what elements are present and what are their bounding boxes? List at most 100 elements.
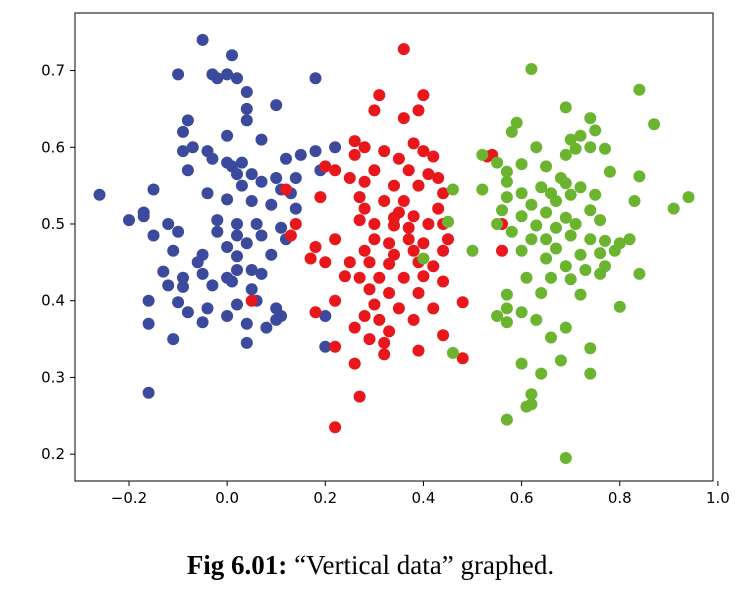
scatter-point-s2-88 bbox=[554, 354, 567, 367]
scatter-point-s0-50 bbox=[250, 218, 263, 230]
scatter-point-s2-50 bbox=[505, 225, 518, 238]
scatter-point-s1-52 bbox=[358, 244, 371, 257]
scatter-point-s0-59 bbox=[240, 237, 253, 250]
scatter-point-s2-80 bbox=[491, 310, 504, 322]
scatter-point-s2-81 bbox=[530, 313, 543, 326]
scatter-point-s2-18 bbox=[540, 160, 553, 173]
scatter-point-s1-19 bbox=[422, 168, 435, 181]
scatter-point-s1-56 bbox=[496, 244, 508, 257]
scatter-point-s2-67 bbox=[579, 264, 592, 276]
scatter-point-s0-66 bbox=[196, 267, 209, 280]
scatter-point-s1-64 bbox=[338, 270, 351, 283]
scatter-point-s0-79 bbox=[231, 298, 243, 311]
scatter-point-s0-91 bbox=[142, 386, 155, 399]
scatter-point-s1-93 bbox=[329, 421, 342, 434]
x-tick-label: 1.0 bbox=[706, 489, 730, 507]
scatter-point-s1-60 bbox=[363, 256, 376, 269]
scatter-point-s1-8 bbox=[378, 145, 391, 158]
scatter-point-s2-89 bbox=[535, 367, 548, 380]
scatter-point-s1-72 bbox=[412, 287, 425, 299]
scatter-point-s0-63 bbox=[265, 248, 278, 261]
scatter-point-s2-62 bbox=[594, 247, 607, 260]
scatter-point-s1-81 bbox=[407, 313, 420, 326]
scatter-point-s0-76 bbox=[142, 294, 155, 307]
x-axis-ticks: −0.2 0.0 0.2 0.4 0.6 0.8 1.0 bbox=[111, 481, 730, 507]
scatter-point-s2-25 bbox=[500, 175, 513, 188]
scatter-point-s1-57 bbox=[304, 252, 317, 265]
x-tick-label: 0.2 bbox=[313, 489, 337, 507]
scatter-point-s2-61 bbox=[574, 248, 587, 261]
scatter-point-s1-20 bbox=[432, 172, 445, 184]
scatter-point-s0-15 bbox=[255, 133, 268, 146]
scatter-point-s0-85 bbox=[240, 317, 253, 330]
scatter-point-s1-3 bbox=[368, 104, 381, 117]
scatter-point-s2-90 bbox=[584, 367, 597, 380]
scatter-point-s1-10 bbox=[417, 145, 430, 158]
scatter-point-s2-19 bbox=[500, 165, 513, 178]
scatter-point-s2-40 bbox=[540, 206, 553, 219]
scatter-point-s2-48 bbox=[569, 218, 582, 230]
caption-label: Fig 6.01: bbox=[186, 550, 288, 580]
scatter-point-s0-16 bbox=[186, 141, 199, 154]
scatter-point-s2-79 bbox=[515, 306, 528, 319]
scatter-point-s1-12 bbox=[392, 152, 405, 165]
scatter-point-s1-79 bbox=[358, 310, 371, 322]
scatter-point-s1-59 bbox=[343, 256, 356, 269]
scatter-point-s2-36 bbox=[589, 188, 602, 201]
y-tick-label: 0.3 bbox=[41, 368, 65, 386]
scatter-point-s2-3 bbox=[584, 112, 597, 125]
scatter-point-s2-32 bbox=[500, 191, 513, 204]
scatter-point-s0-47 bbox=[162, 218, 175, 230]
scatter-point-s0-73 bbox=[206, 279, 219, 292]
scatter-point-s2-70 bbox=[545, 271, 557, 284]
scatter-point-s2-9 bbox=[505, 125, 518, 138]
scatter-point-s0-36 bbox=[255, 175, 268, 188]
scatter-point-s2-54 bbox=[584, 233, 597, 246]
scatter-point-s1-54 bbox=[407, 244, 420, 257]
scatter-point-s2-27 bbox=[535, 181, 548, 194]
scatter-point-s1-53 bbox=[388, 248, 400, 261]
x-tick-label: 0.8 bbox=[608, 489, 632, 507]
scatter-point-s2-7 bbox=[589, 124, 602, 137]
scatter-point-s0-30 bbox=[270, 172, 283, 184]
scatter-point-s1-95 bbox=[388, 211, 400, 224]
scatter-point-s0-86 bbox=[260, 321, 273, 334]
scatter-point-s2-16 bbox=[569, 142, 582, 155]
scatter-point-s0-69 bbox=[245, 264, 258, 276]
scatter-point-s2-34 bbox=[550, 195, 562, 207]
scatter-point-s0-9 bbox=[240, 102, 253, 115]
scatter-point-s2-52 bbox=[540, 233, 553, 246]
scatter-point-s2-82 bbox=[559, 321, 572, 334]
scatter-point-s1-80 bbox=[373, 313, 386, 326]
scatter-point-s2-63 bbox=[608, 244, 621, 257]
scatter-point-s2-37 bbox=[628, 195, 641, 207]
scatter-point-s0-12 bbox=[240, 114, 253, 127]
scatter-point-s0-13 bbox=[177, 125, 189, 138]
scatter-point-s0-19 bbox=[206, 152, 219, 165]
scatter-point-s2-76 bbox=[574, 288, 587, 301]
scatter-point-s2-24 bbox=[476, 183, 489, 196]
scatter-point-s2-91 bbox=[525, 388, 538, 401]
scatter-point-s2-4 bbox=[648, 118, 661, 131]
scatter-point-s0-60 bbox=[167, 244, 180, 257]
scatter-point-s1-94 bbox=[245, 294, 258, 307]
scatter-point-s0-95 bbox=[191, 256, 204, 269]
scatter-point-s1-45 bbox=[329, 233, 342, 246]
scatter-point-s0-78 bbox=[201, 302, 214, 315]
scatter-point-s1-44 bbox=[284, 229, 297, 242]
scatter-point-s0-25 bbox=[329, 141, 342, 154]
scatter-point-s1-31 bbox=[437, 187, 450, 200]
scatter-point-s1-26 bbox=[280, 183, 292, 196]
scatter-point-s1-28 bbox=[353, 191, 366, 204]
scatter-point-s0-6 bbox=[226, 49, 238, 62]
scatter-point-s0-55 bbox=[231, 229, 243, 242]
scatter-point-s2-6 bbox=[574, 129, 587, 142]
scatter-point-s0-58 bbox=[221, 241, 234, 253]
scatter-point-s2-53 bbox=[564, 229, 577, 242]
scatter-point-s1-40 bbox=[402, 221, 415, 234]
scatter-point-s2-51 bbox=[525, 233, 538, 246]
scatter-point-s1-74 bbox=[368, 298, 381, 311]
scatter-point-s1-84 bbox=[363, 333, 376, 346]
scatter-point-s2-41 bbox=[559, 211, 572, 224]
scatter-point-s2-87 bbox=[515, 357, 528, 370]
